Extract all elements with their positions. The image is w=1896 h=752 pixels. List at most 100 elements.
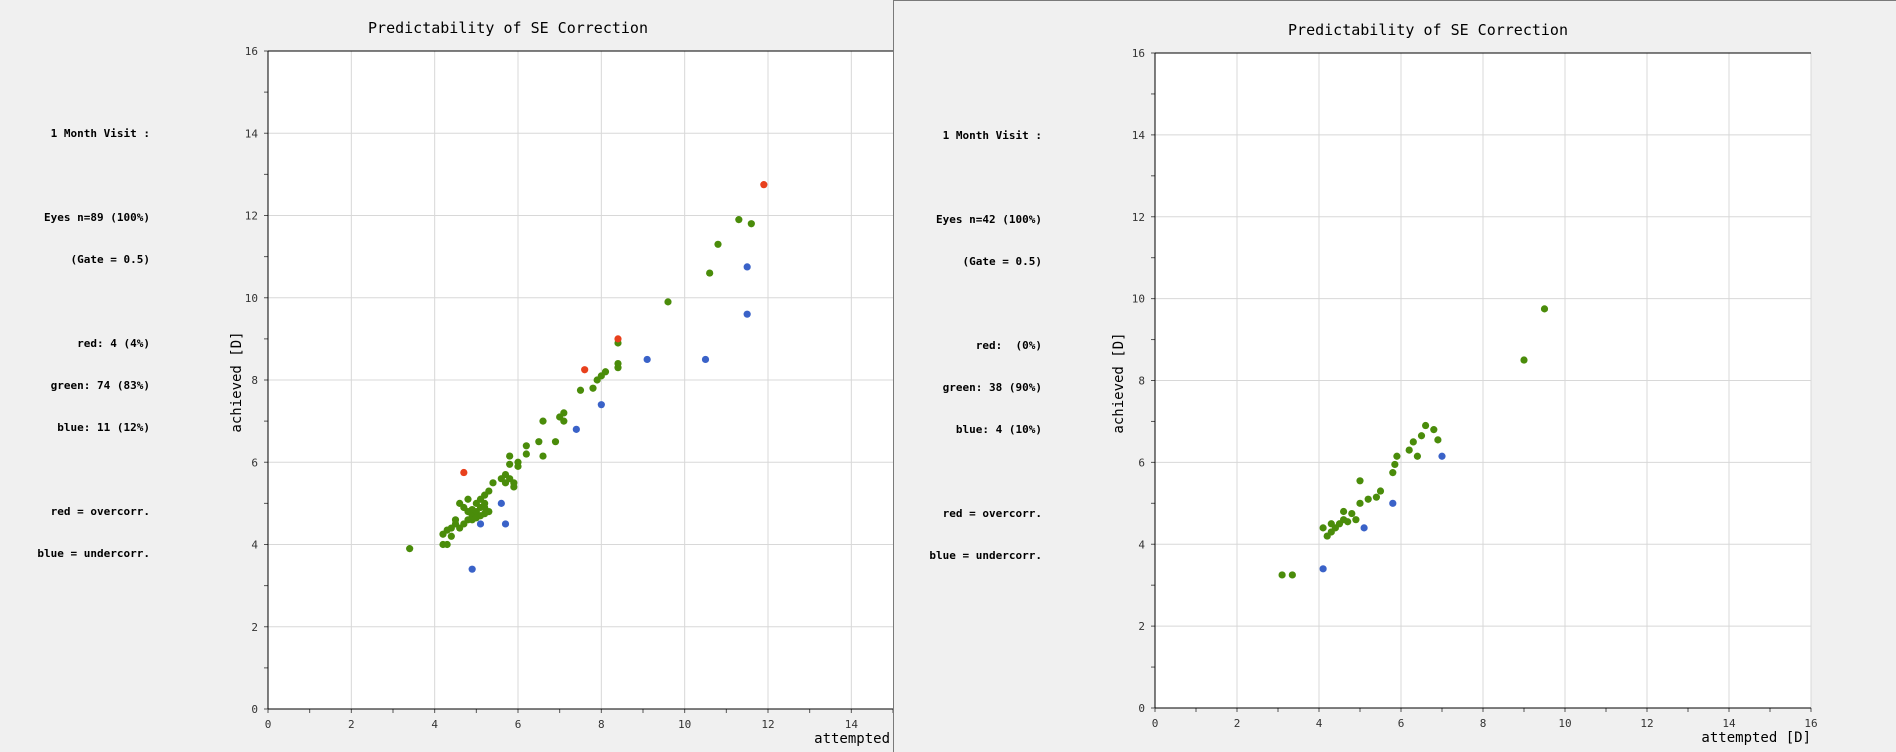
- legend-red: red = overcorr.: [942, 507, 1042, 520]
- y-tick-label: 0: [1138, 702, 1145, 715]
- green-count: green: 38 (90%): [942, 381, 1042, 394]
- data-point-blue: [501, 520, 510, 528]
- minor-ticks: [1151, 52, 1812, 712]
- data-point-green: [506, 452, 514, 460]
- data-point-green: [510, 479, 518, 487]
- data-point-green: [1356, 499, 1364, 507]
- data-point-green: [601, 368, 610, 376]
- x-tick-label: 6: [1398, 717, 1405, 730]
- data-point-green: [476, 512, 485, 520]
- data-point-green: [406, 545, 414, 553]
- minor-ticks: [264, 50, 893, 713]
- series-blue-points: [468, 263, 751, 573]
- y-tick-label: 4: [1138, 538, 1145, 551]
- series-green-points: [1278, 305, 1549, 579]
- data-point-blue: [597, 401, 605, 409]
- data-point-green: [1391, 460, 1399, 469]
- data-point-green: [514, 458, 522, 466]
- data-point-green: [1352, 516, 1360, 524]
- blue-count: blue: 4 (10%): [955, 423, 1042, 436]
- legend-blue: blue = undercorr.: [37, 547, 150, 560]
- data-point-green: [443, 540, 451, 549]
- data-point-green: [714, 240, 722, 248]
- visit-label: 1 Month Visit :: [942, 129, 1042, 142]
- x-tick-label: 0: [265, 718, 272, 731]
- data-point-green: [539, 452, 547, 460]
- data-point-blue: [572, 425, 580, 433]
- y-tick-label: 2: [1138, 620, 1145, 633]
- data-point-green: [1344, 518, 1352, 526]
- x-tick-label: 12: [1640, 717, 1653, 730]
- x-axis-label: attempted: [814, 731, 890, 747]
- y-tick-label: 8: [251, 374, 258, 387]
- data-point-green: [706, 269, 714, 277]
- data-point-green: [489, 479, 497, 487]
- data-point-green: [1319, 524, 1327, 532]
- scatter-chart-left: Predictability of SE Correction attempte…: [229, 19, 893, 747]
- stats-box-right: 1 Month Visit : Eyes n=42 (100%) (Gate =…: [894, 101, 1042, 591]
- data-point-green: [447, 532, 455, 540]
- y-tick-label: 0: [251, 703, 258, 716]
- data-point-green: [576, 386, 585, 394]
- data-point-green: [481, 503, 489, 512]
- data-point-green: [1540, 305, 1549, 313]
- data-point-blue: [743, 263, 751, 271]
- eyes-count: Eyes n=42 (100%): [936, 213, 1042, 226]
- data-point-green: [664, 298, 672, 306]
- x-tick-label: 0: [1152, 717, 1159, 730]
- data-point-green: [451, 516, 460, 524]
- y-tick-label: 16: [245, 45, 258, 58]
- gate-value: (Gate = 0.5): [962, 255, 1042, 268]
- legend-blue: blue = undercorr.: [929, 549, 1042, 562]
- y-tick-label: 4: [251, 539, 258, 552]
- chart-panel-left: 1 Month Visit : Eyes n=89 (100%) (Gate =…: [0, 0, 893, 752]
- x-tick-label: 4: [431, 718, 438, 731]
- data-point-green: [1288, 571, 1296, 579]
- data-point-blue: [468, 565, 476, 573]
- x-tick-label: 6: [515, 718, 522, 731]
- data-point-green: [560, 417, 568, 425]
- chart-panel-right: 1 Month Visit : Eyes n=42 (100%) (Gate =…: [893, 0, 1896, 752]
- series-green-points: [406, 216, 755, 553]
- data-point-green: [1372, 493, 1380, 501]
- blue-count: blue: 11 (12%): [57, 421, 150, 434]
- data-point-green: [1409, 438, 1417, 446]
- data-point-green: [464, 495, 472, 503]
- data-point-green: [522, 450, 530, 458]
- legend-red: red = overcorr.: [50, 505, 150, 518]
- y-tick-label: 10: [1132, 293, 1145, 306]
- data-point-green: [551, 438, 560, 446]
- data-point-green: [1417, 432, 1426, 440]
- data-point-green: [589, 384, 597, 392]
- chart-title: Predictability of SE Correction: [1288, 21, 1568, 39]
- x-tick-label: 14: [845, 718, 859, 731]
- data-point-blue: [1389, 499, 1397, 507]
- data-point-blue: [1438, 452, 1446, 460]
- data-point-green: [560, 409, 568, 417]
- green-count: green: 74 (83%): [50, 379, 150, 392]
- gate-value: (Gate = 0.5): [70, 253, 150, 266]
- chart-title: Predictability of SE Correction: [368, 19, 648, 37]
- data-point-red: [760, 181, 768, 189]
- data-point-blue: [643, 355, 651, 364]
- data-point-red: [460, 468, 468, 477]
- data-point-green: [1356, 477, 1364, 485]
- x-tick-label: 8: [1480, 717, 1487, 730]
- red-count: red: 4 (4%): [77, 337, 150, 350]
- y-tick-label: 12: [245, 210, 258, 223]
- scatter-chart-right: Predictability of SE Correction attempte…: [1111, 21, 1818, 746]
- data-point-green: [485, 487, 493, 495]
- data-point-red: [614, 335, 622, 343]
- data-point-green: [1520, 356, 1528, 364]
- data-point-green: [614, 359, 622, 368]
- y-tick-label: 6: [251, 456, 258, 469]
- data-point-green: [747, 220, 755, 228]
- data-point-green: [1434, 436, 1442, 444]
- data-point-blue: [701, 355, 710, 364]
- data-point-red: [581, 366, 589, 374]
- data-point-green: [1340, 507, 1348, 516]
- x-tick-label: 8: [598, 718, 605, 731]
- data-point-blue: [497, 499, 505, 507]
- y-tick-label: 8: [1138, 375, 1145, 388]
- data-point-blue: [1319, 565, 1327, 573]
